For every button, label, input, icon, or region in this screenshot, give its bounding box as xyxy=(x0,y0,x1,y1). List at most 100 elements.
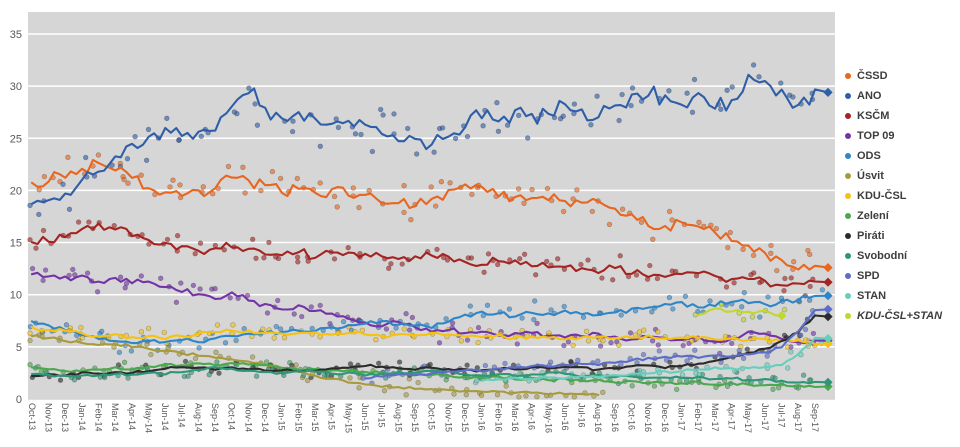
chart-legend: ČSSD ANO KSČM TOP 09 ODS Úsvit KDU-ČSL Zelení Pi… xyxy=(845,66,957,326)
x-axis-label: Jan-14 xyxy=(77,403,87,431)
legend-dot-ano xyxy=(845,93,851,99)
legend-dot-zeleni xyxy=(845,213,851,219)
legend-item-kdu-csl-stan: KDU-ČSL+STAN xyxy=(845,306,957,326)
legend-label-zeleni: Zelení xyxy=(857,210,889,222)
end-marker-kdu-csl xyxy=(823,339,833,349)
legend-dot-top09 xyxy=(845,133,851,139)
x-axis-label: Jun-16 xyxy=(560,403,570,431)
legend-dot-usvit xyxy=(845,173,851,179)
x-axis-label: Mar-17 xyxy=(710,403,720,432)
y-axis-label: 35 xyxy=(10,29,22,41)
legend-label-ods: ODS xyxy=(857,150,881,162)
x-axis-label: May-15 xyxy=(343,403,353,433)
x-axis-label: Nov-16 xyxy=(643,403,653,432)
x-axis-label: Jan-16 xyxy=(477,403,487,431)
x-axis-label: Jul-17 xyxy=(777,403,787,428)
legend-label-kscm: KSČM xyxy=(857,110,890,122)
y-axis-label: 10 xyxy=(10,290,22,302)
trend-line-usvit xyxy=(30,334,600,396)
x-axis-label: Sep-17 xyxy=(810,403,820,432)
end-marker-cssd xyxy=(823,263,833,273)
x-axis-label: Feb-15 xyxy=(293,403,303,432)
legend-item-svobodni: Svobodní xyxy=(845,246,957,266)
legend-item-pirati: Piráti xyxy=(845,226,957,246)
x-axis-label: Sep-16 xyxy=(610,403,620,432)
legend-item-kscm: KSČM xyxy=(845,106,957,126)
x-axis-label: Jun-17 xyxy=(760,403,770,431)
legend-dot-kdu-csl xyxy=(845,193,851,199)
end-marker-ods xyxy=(823,291,833,301)
end-marker-kscm xyxy=(823,277,833,287)
legend-label-cssd: ČSSD xyxy=(857,70,888,82)
end-marker-ano xyxy=(823,87,833,97)
legend-item-usvit: Úsvit xyxy=(845,166,957,186)
legend-label-kdu-csl-stan: KDU-ČSL+STAN xyxy=(857,310,943,322)
legend-dot-kdu-csl-stan xyxy=(845,313,851,319)
x-axis-label: Sep-14 xyxy=(210,403,220,432)
x-axis-label: Apr-16 xyxy=(527,403,537,430)
trend-line-kdu-csl xyxy=(30,326,830,346)
legend-item-spd: SPD xyxy=(845,266,957,286)
trend-line-stan xyxy=(480,336,830,382)
x-axis-label: Mar-16 xyxy=(510,403,520,432)
x-axis-label: Mar-14 xyxy=(110,403,120,432)
x-axis-label: Jul-14 xyxy=(177,403,187,428)
y-axis-label: 0 xyxy=(16,394,22,406)
x-axis-label: Jul-16 xyxy=(577,403,587,428)
trend-line-ano xyxy=(30,73,830,205)
trend-line-spd xyxy=(364,308,830,380)
x-axis-label: Feb-14 xyxy=(93,403,103,432)
legend-label-pirati: Piráti xyxy=(857,230,885,242)
x-axis-label: Jun-14 xyxy=(160,403,170,431)
legend-dot-kscm xyxy=(845,113,851,119)
x-axis-label: Nov-15 xyxy=(443,403,453,432)
legend-label-ano: ANO xyxy=(857,90,882,102)
x-axis-label: Jan-17 xyxy=(677,403,687,431)
x-axis-label: Mar-15 xyxy=(310,403,320,432)
legend-item-cssd: ČSSD xyxy=(845,66,957,86)
legend-label-stan: STAN xyxy=(857,290,887,302)
legend-label-spd: SPD xyxy=(857,270,880,282)
x-axis-label: Aug-17 xyxy=(793,403,803,432)
x-axis-label: Oct-14 xyxy=(227,403,237,430)
trend-line-kdu-csl-stan xyxy=(697,307,783,317)
y-axis-label: 30 xyxy=(10,81,22,93)
trend-line-svobodni xyxy=(30,366,830,385)
x-axis-label: Nov-13 xyxy=(43,403,53,432)
scatter-ano xyxy=(27,62,816,218)
legend-label-top09: TOP 09 xyxy=(857,130,895,142)
x-axis-label: Oct-16 xyxy=(627,403,637,430)
legend-dot-ods xyxy=(845,153,851,159)
legend-item-ano: ANO xyxy=(845,86,957,106)
x-axis-label: May-14 xyxy=(143,403,153,433)
x-axis-label: May-17 xyxy=(743,403,753,433)
x-axis-label: Aug-14 xyxy=(193,403,203,432)
legend-item-kdu-csl: KDU-ČSL xyxy=(845,186,957,206)
x-axis-label: Apr-15 xyxy=(327,403,337,430)
x-axis-label: Nov-14 xyxy=(243,403,253,432)
legend-label-usvit: Úsvit xyxy=(857,170,884,182)
x-axis-label: May-16 xyxy=(543,403,553,433)
x-axis-label: Dec-14 xyxy=(260,403,270,432)
scatter-top09 xyxy=(29,265,817,357)
legend-item-top09: TOP 09 xyxy=(845,126,957,146)
y-axis-label: 15 xyxy=(10,238,22,250)
trend-line-ods xyxy=(30,294,830,345)
legend-dot-stan xyxy=(845,293,851,299)
x-axis-label: Oct-13 xyxy=(27,403,37,430)
x-axis-label: Dec-13 xyxy=(60,403,70,432)
trend-line-cssd xyxy=(30,158,830,271)
end-marker-stan xyxy=(823,333,833,344)
scatter-kscm xyxy=(27,219,816,299)
legend-label-kdu-csl: KDU-ČSL xyxy=(857,190,907,202)
legend-dot-pirati xyxy=(845,233,851,239)
x-axis-label: Feb-17 xyxy=(693,403,703,432)
end-marker-svobodni xyxy=(823,377,833,387)
trend-line-kscm xyxy=(30,222,830,288)
legend-dot-svobodni xyxy=(845,253,851,259)
x-axis-label: Sep-15 xyxy=(410,403,420,432)
legend-item-stan: STAN xyxy=(845,286,957,306)
y-axis-label: 5 xyxy=(16,342,22,354)
